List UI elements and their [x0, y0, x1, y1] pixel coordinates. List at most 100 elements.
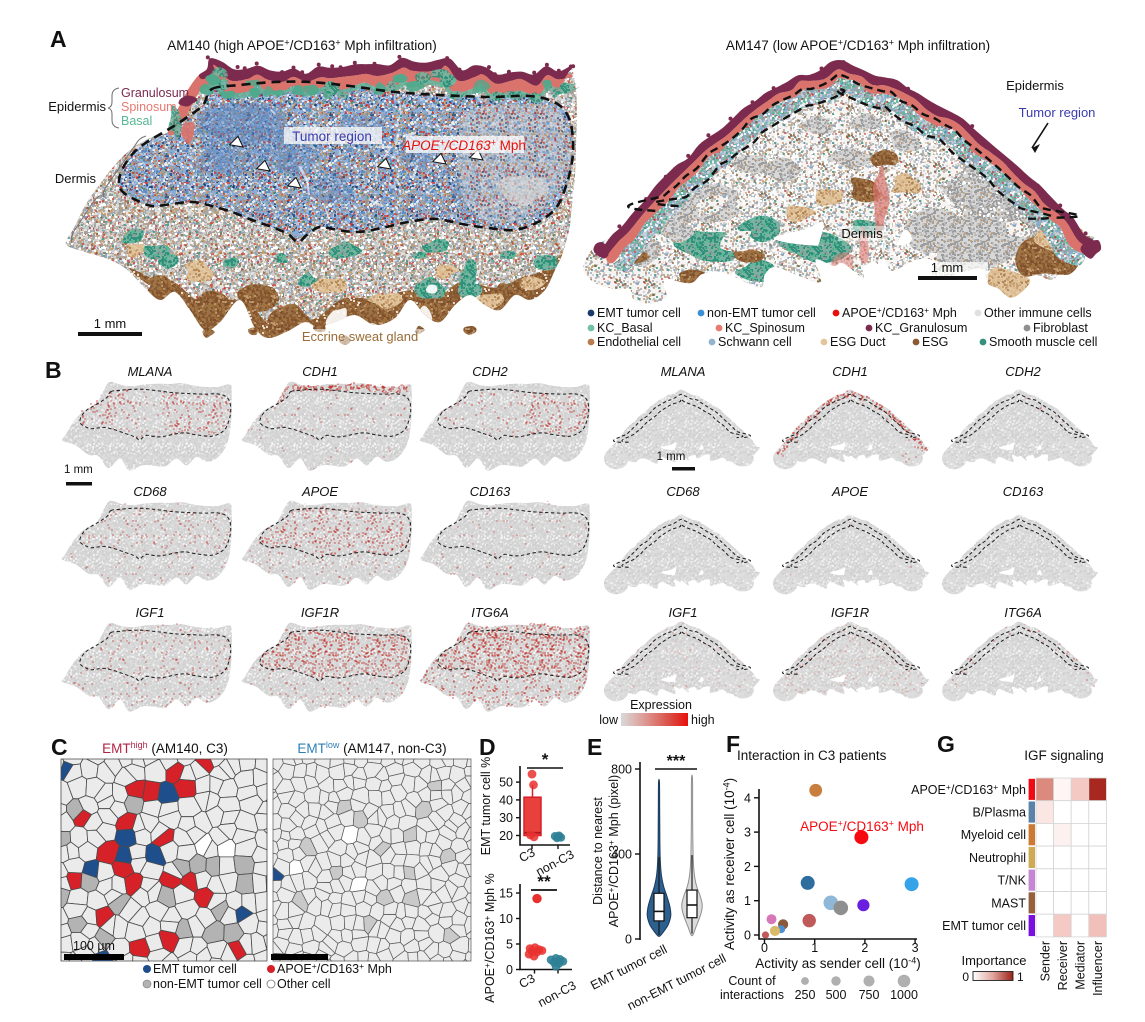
svg-text:C3: C3: [517, 971, 538, 991]
svg-text:interactions: interactions: [720, 988, 784, 1002]
svg-text:Epidermis: Epidermis: [48, 99, 106, 114]
svg-text:Tumor region: Tumor region: [1019, 105, 1096, 120]
svg-text:Other immune cells: Other immune cells: [984, 306, 1092, 320]
svg-text:Activity as sender cell (10-4): Activity as sender cell (10-4): [755, 956, 921, 972]
svg-text:MLANA: MLANA: [128, 364, 173, 379]
svg-text:2: 2: [744, 860, 751, 874]
svg-text:IGF1: IGF1: [669, 605, 698, 620]
svg-text:Smooth muscle cell: Smooth muscle cell: [989, 335, 1097, 349]
svg-text:IGF1R: IGF1R: [301, 605, 339, 620]
svg-text:T/NK: T/NK: [998, 874, 1027, 888]
svg-text:C: C: [51, 734, 68, 760]
svg-text:10: 10: [499, 912, 513, 926]
svg-text:APOE+/CD163+ Mph: APOE+/CD163+ Mph: [277, 961, 392, 976]
svg-text:EMT tumor cell: EMT tumor cell: [153, 962, 237, 976]
svg-text:APOE+/CD163+ Mph: APOE+/CD163+ Mph: [911, 782, 1026, 797]
svg-text:APOE: APOE: [301, 484, 338, 499]
svg-text:0: 0: [761, 941, 768, 955]
svg-text:KC_Basal: KC_Basal: [597, 321, 653, 335]
svg-text:Epidermis: Epidermis: [1006, 78, 1064, 93]
svg-text:3: 3: [912, 941, 919, 955]
svg-text:APOE+/CD163+ Mph: APOE+/CD163+ Mph: [401, 138, 526, 154]
svg-text:CD163: CD163: [1003, 484, 1044, 499]
svg-text:ITG6A: ITG6A: [471, 605, 509, 620]
svg-text:A: A: [50, 26, 67, 52]
svg-text:IGF1: IGF1: [136, 605, 165, 620]
svg-text:800: 800: [611, 763, 632, 777]
svg-text:KC_Spinosum: KC_Spinosum: [725, 321, 805, 335]
svg-text:B/Plasma: B/Plasma: [973, 806, 1027, 820]
svg-text:Influencer: Influencer: [1091, 941, 1105, 996]
svg-text:1: 1: [1017, 970, 1024, 984]
svg-text:400: 400: [611, 848, 632, 862]
svg-text:Count of: Count of: [728, 974, 776, 988]
svg-text:2: 2: [861, 941, 868, 955]
svg-text:500: 500: [826, 988, 847, 1002]
svg-text:Myeloid cell: Myeloid cell: [961, 828, 1026, 842]
svg-text:non-EMT tumor cell: non-EMT tumor cell: [707, 306, 816, 320]
svg-text:Neutrophil: Neutrophil: [969, 851, 1026, 865]
svg-text:B: B: [45, 357, 62, 383]
svg-text:1 mm: 1 mm: [657, 451, 686, 463]
svg-text:MLANA: MLANA: [661, 364, 706, 379]
svg-text:CD68: CD68: [666, 484, 700, 499]
svg-text:high: high: [691, 713, 715, 727]
svg-text:5: 5: [506, 938, 513, 952]
svg-text:250: 250: [795, 988, 816, 1002]
svg-text:3: 3: [744, 826, 751, 840]
svg-text:30: 30: [499, 811, 513, 825]
svg-text:4: 4: [744, 791, 751, 805]
svg-text:100 µm: 100 µm: [73, 939, 115, 953]
svg-text:APOE+/CD163+ Mph: APOE+/CD163+ Mph: [800, 819, 924, 835]
svg-text:ESG Duct: ESG Duct: [830, 335, 886, 349]
svg-text:non-EMT tumor cell: non-EMT tumor cell: [153, 977, 262, 991]
svg-text:1000: 1000: [890, 988, 918, 1002]
svg-text:Dermis: Dermis: [55, 171, 97, 186]
svg-text:EMThigh (AM140, C3): EMThigh (AM140, C3): [102, 740, 228, 756]
svg-text:Basal: Basal: [121, 114, 152, 128]
svg-text:ITG6A: ITG6A: [1004, 605, 1042, 620]
svg-text:Sender: Sender: [1038, 941, 1052, 981]
svg-text:CD163: CD163: [470, 484, 511, 499]
svg-text:Dermis: Dermis: [841, 226, 883, 241]
svg-text:CD68: CD68: [133, 484, 167, 499]
svg-text:low: low: [599, 713, 619, 727]
svg-text:APOE+/CD163+ Mph (pixel): APOE+/CD163+ Mph (pixel): [606, 775, 621, 927]
svg-text:15: 15: [499, 887, 513, 901]
svg-text:1 mm: 1 mm: [931, 260, 964, 275]
svg-text:EMT tumor cell %: EMT tumor cell %: [479, 757, 493, 855]
svg-text:KC_Granulosum: KC_Granulosum: [875, 321, 967, 335]
svg-text:Interaction in C3 patients: Interaction in C3 patients: [737, 748, 887, 763]
svg-text:0: 0: [744, 929, 751, 943]
svg-text:Eccrine sweat gland: Eccrine sweat gland: [302, 329, 418, 344]
svg-text:1 mm: 1 mm: [64, 464, 93, 476]
svg-text:Importance: Importance: [961, 953, 1026, 968]
svg-text:0: 0: [625, 933, 632, 947]
svg-text:G: G: [937, 731, 955, 757]
svg-text:1: 1: [811, 941, 818, 955]
svg-text:Spinosum: Spinosum: [121, 100, 177, 114]
svg-text:APOE: APOE: [831, 484, 868, 499]
svg-text:***: ***: [667, 753, 686, 770]
svg-text:Expression: Expression: [630, 698, 692, 712]
svg-text:Endothelial cell: Endothelial cell: [597, 335, 681, 349]
svg-text:CDH2: CDH2: [1005, 364, 1041, 379]
svg-text:0: 0: [962, 970, 969, 984]
svg-text:AM140 (high APOE+/CD163+ Mph i: AM140 (high APOE+/CD163+ Mph infiltratio…: [167, 38, 436, 54]
svg-text:Schwann cell: Schwann cell: [718, 335, 792, 349]
svg-text:EMT tumor cell: EMT tumor cell: [942, 919, 1026, 933]
svg-text:20: 20: [499, 829, 513, 843]
svg-text:Distance to nearest: Distance to nearest: [591, 797, 605, 905]
svg-text:MAST: MAST: [991, 896, 1026, 910]
svg-text:CDH2: CDH2: [472, 364, 508, 379]
svg-text:1 mm: 1 mm: [94, 316, 127, 331]
svg-text:0: 0: [506, 963, 513, 977]
svg-text:E: E: [587, 734, 602, 760]
svg-text:APOE+/CD163+ Mph %: APOE+/CD163+ Mph %: [482, 873, 497, 1002]
svg-text:Other cell: Other cell: [277, 977, 331, 991]
svg-text:CDH1: CDH1: [302, 364, 337, 379]
svg-text:AM147 (low APOE+/CD163+ Mph in: AM147 (low APOE+/CD163+ Mph infiltration…: [726, 38, 990, 54]
svg-text:**: **: [537, 872, 551, 891]
svg-text:EMTlow (AM147, non-C3): EMTlow (AM147, non-C3): [297, 740, 446, 756]
svg-text:Activity as receiver cell (10-: Activity as receiver cell (10-4): [722, 778, 738, 950]
